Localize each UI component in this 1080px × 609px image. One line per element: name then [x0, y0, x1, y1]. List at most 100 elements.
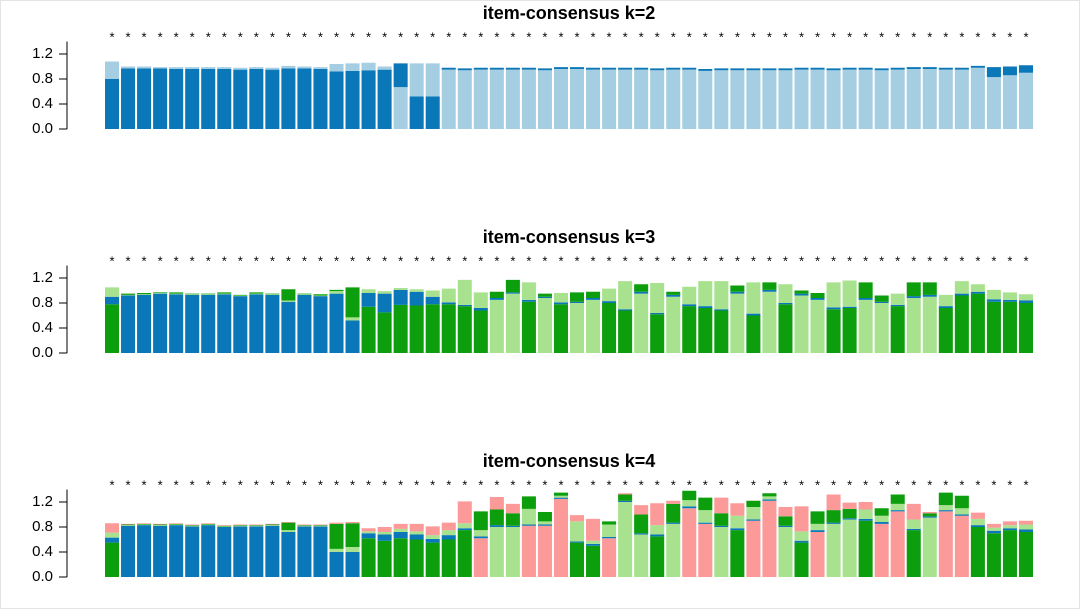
bar-segment — [650, 313, 665, 315]
bar-segment — [297, 66, 312, 69]
bar-segment — [505, 292, 520, 294]
class-marker: * — [799, 253, 804, 268]
bar-segment — [249, 526, 264, 577]
class-marker: * — [318, 477, 323, 492]
bar-segment — [714, 525, 729, 527]
bar-segment — [778, 304, 793, 353]
bar-segment — [185, 524, 200, 526]
bar-segment — [618, 500, 633, 502]
class-marker: * — [607, 29, 612, 44]
bar-segment — [553, 498, 568, 577]
bar-segment — [313, 525, 328, 527]
bar-segment — [105, 537, 120, 543]
bar-segment — [970, 527, 985, 577]
bar-segment — [473, 308, 488, 311]
bar-segment — [986, 527, 1001, 531]
bar-segment — [586, 543, 601, 546]
class-marker: * — [735, 253, 740, 268]
bar-segment — [105, 304, 120, 353]
bar-segment — [441, 302, 456, 305]
bar-segment — [489, 67, 504, 70]
bar-segment — [922, 294, 937, 297]
class-marker: * — [334, 29, 339, 44]
bar-segment — [730, 503, 745, 516]
bar-segment — [313, 526, 328, 577]
bar-segment — [858, 299, 873, 353]
class-marker: * — [334, 253, 339, 268]
bar-segment — [169, 523, 184, 525]
bar-segment — [153, 293, 168, 294]
bar-segment — [329, 552, 344, 577]
bar-segment — [650, 314, 665, 353]
bar-segment — [746, 520, 761, 577]
bar-segment — [425, 290, 440, 297]
bar-segment — [634, 284, 649, 292]
bar-segment — [201, 69, 216, 129]
bar-segment — [1002, 528, 1017, 531]
class-marker: * — [510, 477, 515, 492]
bar-segment — [682, 508, 697, 577]
bar-segment — [730, 515, 745, 529]
bar-segment — [570, 542, 585, 577]
bar-segment — [361, 62, 376, 71]
bar-segment — [121, 293, 136, 295]
bar-segment — [1018, 300, 1033, 303]
bar-segment — [890, 304, 905, 307]
bar-segment — [698, 308, 713, 353]
bar-segment — [842, 519, 857, 577]
class-marker: * — [510, 253, 515, 268]
bar-segment — [858, 520, 873, 577]
bar-segment — [954, 495, 969, 509]
class-marker: * — [735, 29, 740, 44]
bar-segment — [890, 67, 905, 70]
bar-segment — [473, 530, 488, 537]
bar-segment — [457, 528, 472, 531]
bar-segment — [954, 67, 969, 70]
bar-segment — [505, 67, 520, 70]
bar-segment — [938, 511, 953, 577]
bar-segment — [281, 301, 296, 353]
bar-segment — [922, 282, 937, 295]
bar-segment — [441, 539, 456, 577]
class-marker: * — [318, 253, 323, 268]
bar-segment — [265, 294, 280, 353]
bar-segment — [249, 294, 264, 353]
bar-segment — [553, 302, 568, 305]
class-marker: * — [991, 477, 996, 492]
bar-segment — [265, 525, 280, 577]
bar-segment — [345, 70, 360, 129]
class-marker: * — [815, 253, 820, 268]
class-marker: * — [302, 29, 307, 44]
bar-segment — [217, 526, 232, 527]
bar-segment — [634, 293, 649, 353]
bar-segment — [233, 295, 248, 297]
bar-segment — [297, 294, 312, 295]
bar-segment — [281, 289, 296, 301]
bar-segment — [586, 67, 601, 70]
bar-segment — [602, 288, 617, 302]
chart-title: item-consensus k=2 — [483, 3, 656, 23]
bar-segment — [137, 523, 152, 525]
bar-segment — [505, 513, 520, 526]
bar-segment — [682, 67, 697, 70]
bar-segment — [281, 68, 296, 129]
bar-segment — [906, 503, 921, 520]
class-marker: * — [767, 477, 772, 492]
bar-segment — [570, 515, 585, 522]
class-marker: * — [126, 477, 131, 492]
bar-segment — [217, 527, 232, 577]
class-marker: * — [623, 253, 628, 268]
bar-segment — [137, 293, 152, 295]
bar-segment — [521, 69, 536, 129]
bar-segment — [377, 532, 392, 535]
bar-segment — [457, 523, 472, 529]
class-marker: * — [863, 253, 868, 268]
class-marker: * — [815, 477, 820, 492]
bar-segment — [537, 525, 552, 577]
bar-segment — [169, 292, 184, 294]
class-marker: * — [302, 477, 307, 492]
bar-segment — [842, 508, 857, 519]
bar-segment — [281, 65, 296, 69]
bar-segment — [441, 67, 456, 70]
y-tick-label: 0.8 — [32, 294, 53, 311]
